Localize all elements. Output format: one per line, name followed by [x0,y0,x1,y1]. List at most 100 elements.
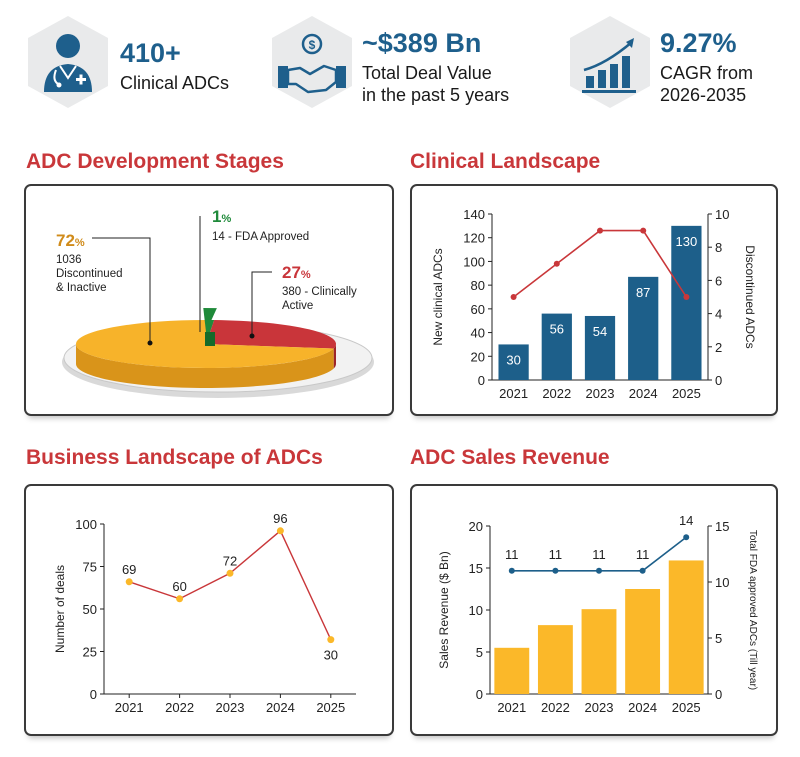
stat-cagr: 9.27% CAGR from 2026-2035 [566,14,786,114]
y-tick-label: 20 [471,349,485,364]
x-tick-label: 2022 [165,700,194,715]
bar [584,315,616,380]
fda-approved-value-label: 14 [679,513,693,528]
y-tick-label: 75 [83,560,97,575]
section-title-business-landscape: Business Landscape of ADCs [26,446,323,469]
x-tick-label: 2023 [585,700,614,715]
fda-approved-point [596,567,602,574]
x-tick-label: 2022 [542,386,571,401]
y-axis-label: Number of deals [53,565,67,653]
stat-deal-value: $ ~$389 Bn Total Deal Value in the past … [268,14,528,114]
y-tick-label: 0 [90,687,97,702]
pie-slice [76,320,334,368]
y2-axis-label: Total FDA approved ADCs (Till year) [747,530,758,690]
fda-approved-value-label: 11 [592,547,606,562]
stat-value: 9.27% [660,28,737,58]
svg-text:$: $ [309,38,316,52]
bar [581,609,617,694]
pie-label-pct-sign: % [221,213,231,225]
discontinued-point [553,260,560,267]
stat-description: CAGR from 2026-2035 [660,63,754,105]
fda-approved-point [683,534,690,541]
development-stages-pie-chart: 72% 1036 Discontinued & Inactive 1% 14 - FDA … [56,207,374,398]
deals-point [276,527,284,535]
x-tick-label: 2024 [628,700,657,715]
bar-value-label: 130 [676,234,698,249]
y2-axis-label: Discontinued ADCs [743,245,757,348]
bar [625,589,661,694]
clinical-landscape-panel: 0 20 40 60 80 100 120 140 0 2 4 6 8 10 2021 2022 2023 202… [410,184,778,416]
y2-tick-label: 8 [715,240,722,255]
section-title-development-stages: ADC Development Stages [26,150,284,173]
y-tick-label: 100 [75,517,97,532]
y-tick-label: 15 [469,561,483,576]
pie-slice-approved [203,308,217,332]
fda-approved-point [552,567,559,574]
y-axis-label: Sales Revenue ($ Bn) [437,551,451,668]
y-tick-label: 20 [469,519,483,534]
y2-tick-label: 5 [715,631,722,646]
y-tick-label: 0 [478,373,485,388]
fda-approved-point [508,567,515,574]
y2-tick-label: 4 [715,307,722,322]
pie-label-discontinued-pct: 72% [56,231,85,250]
sales-revenue-panel: 0 5 10 15 20 0 5 10 15 2021 2022 2023 2024 2025 Sales … [410,484,778,736]
deals-value-label: 69 [122,562,136,577]
discontinued-line [513,229,688,298]
pie-slice-side [76,344,334,389]
fda-approved-point [639,567,646,574]
y2-tick-label: 0 [715,373,722,388]
deals-value-label: 72 [223,553,237,568]
pie-label-pct-sign: % [301,269,311,281]
y-tick-label: 80 [471,278,485,293]
stat-value: 410+ [120,38,181,68]
y-tick-label: 50 [83,602,97,617]
pie-slice-approved-side [205,332,215,346]
pie-leader-discontinued [92,237,151,343]
pie-label-active-line2: Active [282,300,313,312]
clinical-landscape-chart: 0 20 40 60 80 100 120 140 0 2 4 6 8 10 2021 2022 2023 202… [431,207,757,401]
pie-leader-active [251,271,272,336]
y-axis-label: New clinical ADCs [431,248,445,345]
x-tick-label: 2021 [497,700,526,715]
development-stages-panel: 72% 1036 Discontinued & Inactive 1% 14 - FDA … [24,184,394,416]
bar [628,276,659,380]
y-tick-label: 60 [471,302,485,317]
x-tick-label: 2022 [541,700,570,715]
bar [498,344,529,380]
sales-revenue-chart: 0 5 10 15 20 0 5 10 15 2021 2022 2023 2024 2025 Sales … [437,513,758,715]
deals-point [125,578,133,586]
deals-point [327,636,335,644]
fda-approved-value-label: 11 [636,547,650,562]
y-tick-label: 40 [471,326,485,341]
y-tick-label: 140 [463,207,485,222]
pie-label-pct-sign: % [75,237,85,249]
y-tick-label: 25 [83,645,97,660]
discontinued-point [640,227,647,234]
pie-label-discontinued-line3: & Inactive [56,282,107,294]
fda-approved-value-label: 11 [505,547,519,562]
pie-label-pct-value: 27 [282,263,301,282]
x-tick-label: 2021 [499,386,528,401]
deals-value-label: 30 [324,648,338,663]
pie-label-active-pct: 27% [282,263,311,282]
bar [537,625,573,694]
discontinued-point [510,294,517,300]
x-tick-label: 2023 [216,700,245,715]
y2-tick-label: 10 [715,575,729,590]
y2-tick-label: 6 [715,273,722,288]
y-tick-label: 0 [476,687,483,702]
bar-value-label: 54 [593,324,607,339]
pie-label-discontinued-count: 1036 [56,254,82,266]
deals-line [128,529,332,640]
x-tick-label: 2024 [629,386,658,401]
business-landscape-panel: 0 25 50 75 100 2021 2022 2023 2024 2025 Number of … [24,484,394,736]
y2-tick-label: 2 [715,340,722,355]
x-tick-label: 2023 [586,386,615,401]
y-tick-label: 120 [463,231,485,246]
stat-description: Total Deal Value in the past 5 years [362,63,510,105]
y-tick-label: 100 [463,254,485,269]
y-tick-label: 10 [469,603,483,618]
pie-label-approved-pct: 1% [212,207,231,226]
discontinued-point [597,227,603,234]
